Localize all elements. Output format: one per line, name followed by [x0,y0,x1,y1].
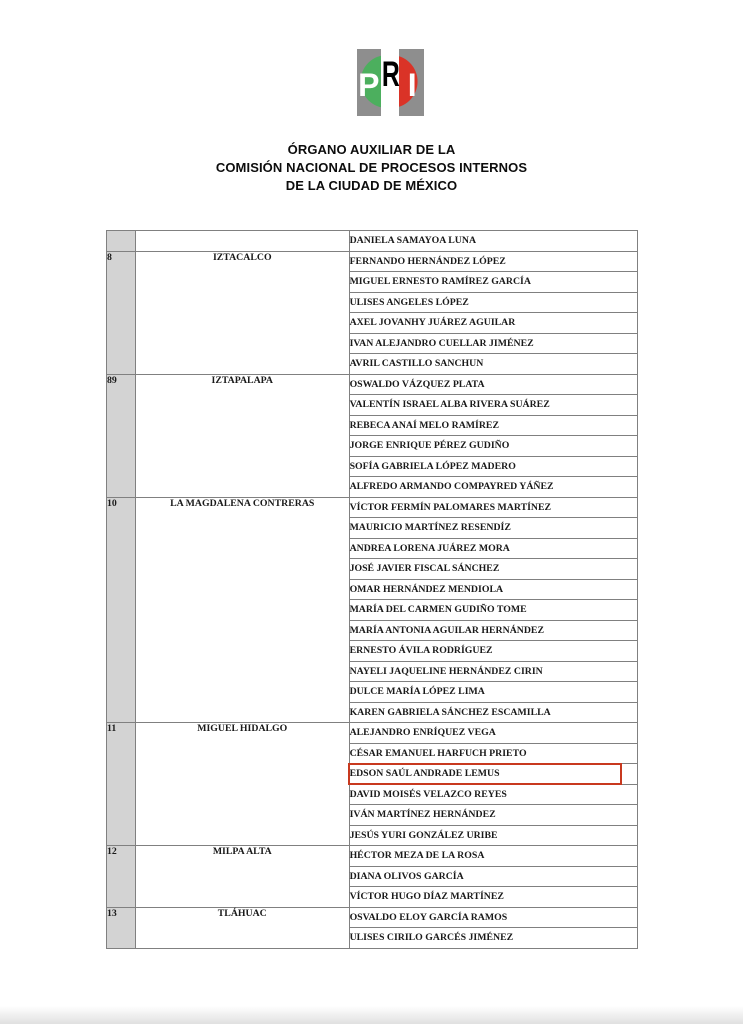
svg-text:I: I [408,67,417,103]
svg-text:P: P [358,67,379,103]
svg-text:R: R [382,55,400,94]
